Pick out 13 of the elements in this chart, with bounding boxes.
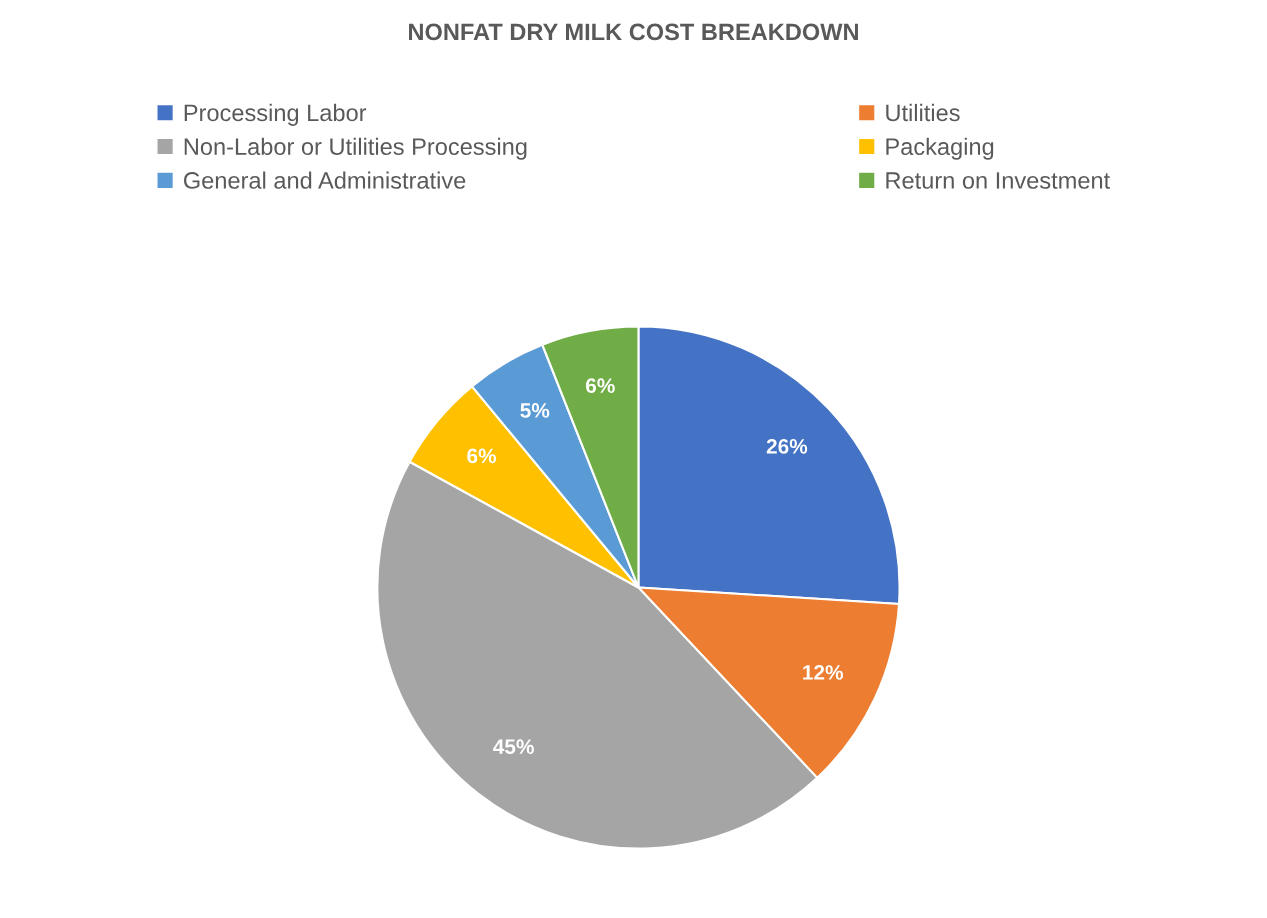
data-label: 45% (493, 739, 534, 755)
legend-label: General and Administrative (184, 171, 466, 189)
data-label: 6% (585, 378, 615, 394)
legend-label: Non-Labor or Utilities Processing (184, 137, 527, 160)
legend-label: Utilities (886, 103, 960, 122)
legend-label: Return on Investment (886, 172, 1111, 189)
data-label: 26% (766, 438, 808, 454)
data-label: 12% (803, 665, 844, 680)
legend-label: Packaging (886, 137, 994, 160)
data-label: 5% (520, 403, 550, 418)
chart-title: NONFAT DRY MILK COST BREAKDOWN (409, 23, 858, 41)
data-label: 6% (467, 448, 497, 464)
legend-label: Processing Labor (184, 103, 367, 126)
